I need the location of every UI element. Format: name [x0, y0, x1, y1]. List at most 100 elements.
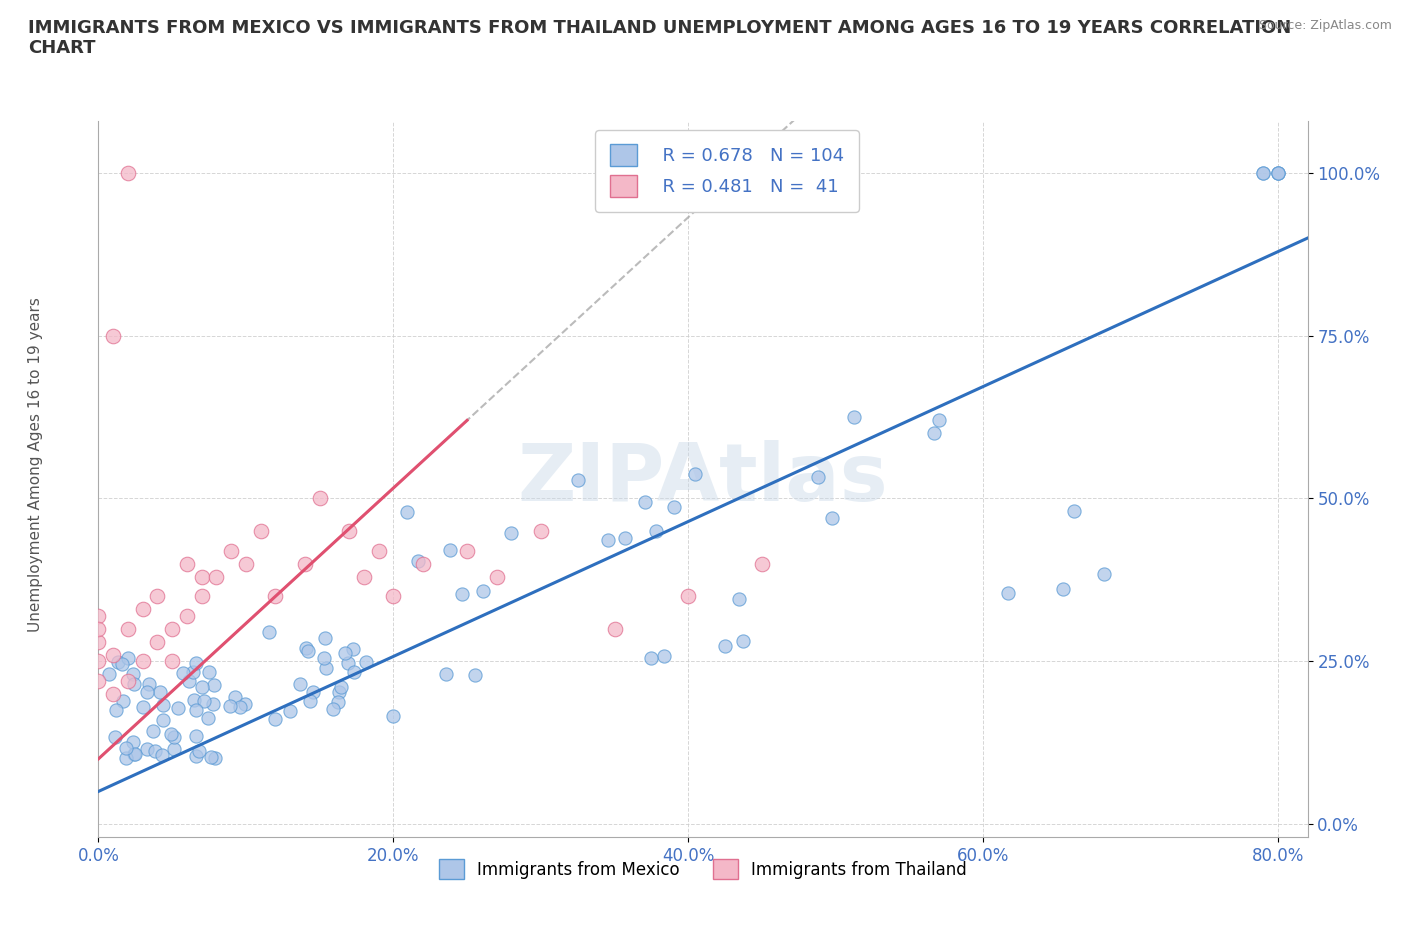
Point: [356, 655, 378, 670]
Point: [257, 625, 280, 640]
Point: [249, 524, 271, 538]
Point: [456, 543, 478, 558]
Point: [184, 703, 207, 718]
Point: [193, 694, 215, 709]
Point: [567, 472, 589, 487]
Point: [652, 649, 675, 664]
Point: [640, 650, 662, 665]
Point: [142, 724, 165, 738]
Point: [179, 673, 201, 688]
Point: [1092, 566, 1115, 581]
Point: [678, 589, 700, 604]
Point: [124, 677, 146, 692]
Point: [101, 686, 124, 701]
Point: [183, 693, 205, 708]
Point: [922, 425, 945, 440]
Point: [301, 684, 323, 699]
Point: [337, 656, 360, 671]
Point: [87, 654, 110, 669]
Point: [928, 413, 950, 428]
Point: [101, 328, 124, 343]
Point: [184, 748, 207, 763]
Point: [683, 467, 706, 482]
Point: [727, 592, 749, 607]
Point: [451, 586, 474, 601]
Point: [315, 660, 337, 675]
Point: [219, 698, 242, 713]
Point: [152, 698, 174, 712]
Point: [176, 608, 198, 623]
Point: [662, 499, 685, 514]
Point: [160, 654, 183, 669]
Point: [122, 747, 145, 762]
Point: [166, 700, 188, 715]
Point: [598, 533, 620, 548]
Point: [184, 656, 207, 671]
Point: [264, 589, 287, 604]
Point: [278, 704, 301, 719]
Point: [162, 730, 184, 745]
Point: [124, 747, 146, 762]
Point: [314, 650, 336, 665]
Point: [111, 656, 134, 671]
Point: [1267, 166, 1289, 180]
Point: [464, 668, 486, 683]
Point: [295, 640, 318, 655]
Point: [205, 569, 228, 584]
Point: [297, 644, 319, 658]
Point: [328, 695, 350, 710]
Point: [439, 542, 461, 557]
Point: [342, 642, 364, 657]
Point: [634, 495, 657, 510]
Point: [87, 673, 110, 688]
Point: [308, 491, 330, 506]
Point: [117, 166, 139, 180]
Point: [135, 684, 157, 699]
Point: [997, 586, 1019, 601]
Point: [337, 524, 360, 538]
Point: [115, 740, 138, 755]
Point: [202, 697, 225, 711]
Point: [714, 639, 737, 654]
Point: [613, 530, 636, 545]
Point: [146, 589, 169, 604]
Point: [382, 589, 405, 604]
Text: Unemployment Among Ages 16 to 19 years: Unemployment Among Ages 16 to 19 years: [28, 298, 42, 632]
Point: [328, 684, 350, 699]
Point: [149, 684, 172, 699]
Point: [163, 741, 186, 756]
Point: [298, 694, 321, 709]
Point: [198, 664, 221, 679]
Point: [807, 470, 830, 485]
Point: [1052, 581, 1074, 596]
Text: Source: ZipAtlas.com: Source: ZipAtlas.com: [1258, 19, 1392, 32]
Point: [184, 728, 207, 743]
Point: [412, 556, 434, 571]
Point: [381, 709, 404, 724]
Point: [294, 556, 316, 571]
Point: [187, 743, 209, 758]
Point: [1063, 503, 1085, 518]
Point: [233, 697, 256, 711]
Point: [197, 711, 219, 725]
Point: [603, 621, 626, 636]
Point: [229, 699, 252, 714]
Point: [122, 667, 145, 682]
Point: [264, 711, 287, 726]
Point: [115, 751, 138, 765]
Point: [190, 679, 212, 694]
Point: [104, 729, 127, 744]
Point: [530, 524, 553, 538]
Point: [471, 584, 494, 599]
Point: [98, 667, 121, 682]
Point: [87, 608, 110, 623]
Point: [844, 409, 866, 424]
Point: [160, 621, 183, 636]
Point: [105, 702, 128, 717]
Point: [190, 569, 212, 584]
Point: [172, 666, 194, 681]
Point: [329, 680, 352, 695]
Point: [160, 726, 183, 741]
Point: [117, 673, 139, 688]
Point: [131, 654, 153, 669]
